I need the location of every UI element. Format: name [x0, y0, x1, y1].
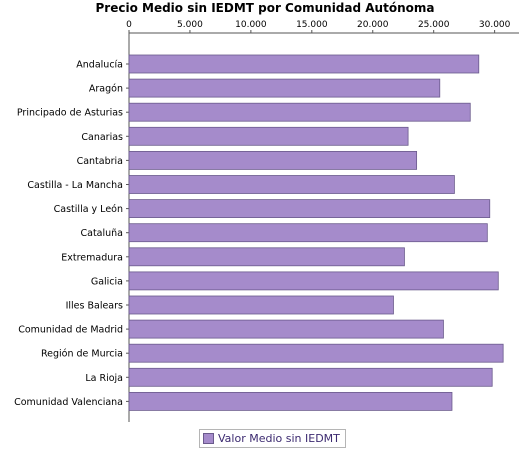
y-axis: Andalucía Aragón Principado de Asturias Can…: [14, 33, 130, 422]
y-tick-label: Extremadura: [61, 252, 123, 263]
y-tick-label: Castilla - La Mancha: [27, 180, 123, 191]
y-tick-label: Castilla y León: [54, 204, 123, 215]
bar: [128, 223, 488, 243]
x-tick-label: 20.000: [357, 20, 389, 30]
y-tick-label: La Rioja: [85, 373, 123, 384]
bar: [128, 150, 418, 170]
bar: [128, 367, 493, 387]
x-tick-label: 5.000: [177, 20, 203, 30]
y-tick-label: Cataluña: [80, 228, 123, 239]
x-axis: 0 5.000 10.000 15.000 20.000 25.000 30.000: [126, 20, 519, 34]
y-tick-label: Illes Balears: [66, 301, 123, 312]
x-tick-label: 25.000: [418, 20, 450, 30]
legend: Valor Medio sin IEDMT: [199, 429, 346, 448]
bar: [128, 295, 394, 315]
y-tick-label: Principado de Asturias: [17, 108, 123, 119]
legend-swatch: [203, 433, 214, 444]
x-tick-label: 30.000: [479, 20, 511, 30]
y-tick-label: Comunidad de Madrid: [18, 325, 123, 336]
bar: [128, 78, 441, 98]
bar: [128, 102, 471, 122]
bar: [128, 271, 499, 291]
bar: [128, 319, 444, 339]
y-tick-label: Cantabria: [77, 156, 123, 167]
x-tick-label: 0: [126, 20, 132, 30]
y-tick-label: Canarias: [81, 132, 123, 143]
x-tick-label: 15.000: [296, 20, 328, 30]
y-tick-label: Aragón: [89, 84, 123, 95]
bar: [128, 247, 405, 267]
x-tick-label: 10.000: [235, 20, 267, 30]
bar: [128, 54, 480, 74]
y-tick-label: Comunidad Valenciana: [14, 397, 123, 408]
bar: [128, 199, 491, 219]
bars: [128, 54, 504, 411]
y-tick-label: Andalucía: [76, 60, 123, 71]
chart-title: Precio Medio sin IEDMT por Comunidad Aut…: [96, 1, 435, 15]
bar: [128, 175, 455, 194]
bar: [128, 343, 504, 363]
bar: [128, 391, 453, 411]
legend-label: Valor Medio sin IEDMT: [218, 432, 340, 445]
y-tick-label: Galicia: [91, 276, 123, 287]
bar: [128, 126, 409, 146]
y-tick-label: Región de Murcia: [41, 349, 123, 360]
